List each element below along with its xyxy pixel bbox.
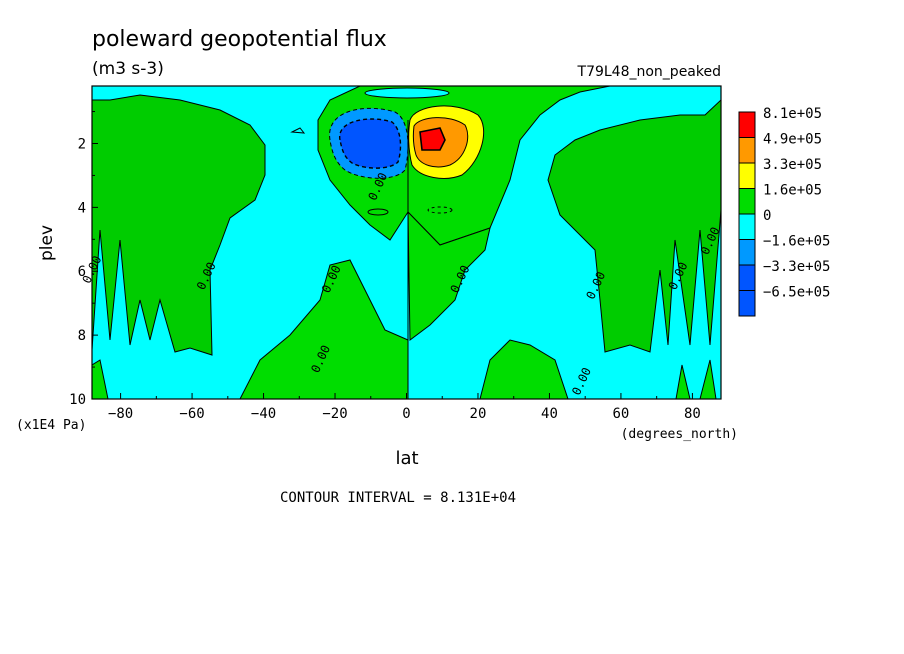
- x-tick-label-4: 0: [402, 406, 410, 422]
- x-tick-label-3: −20: [322, 406, 347, 422]
- x-axis-label: lat: [395, 448, 418, 469]
- legend-label-0: 8.1e+05: [763, 106, 822, 122]
- legend-swatch-0: [738, 111, 756, 138]
- region-negative-top-band: [364, 87, 450, 99]
- x-tick-label-5: 20: [470, 406, 487, 422]
- x-tick-label-0: −80: [108, 406, 133, 422]
- x-tick-label-6: 40: [541, 406, 558, 422]
- x-tick-label-8: 80: [684, 406, 701, 422]
- y-tick-label-1: 4: [78, 200, 86, 216]
- region-positive-nh-upper-right: [547, 99, 721, 353]
- x-tick-label-1: −60: [179, 406, 204, 422]
- chart-subtitle: (m3 s-3): [92, 59, 164, 79]
- plot-area: [92, 86, 721, 399]
- legend-swatch-4: [738, 213, 756, 240]
- legend-label-6: −3.3e+05: [763, 259, 830, 275]
- y-tick-label-0: 2: [78, 136, 86, 152]
- legend-swatch-6: [738, 264, 756, 291]
- y-tick-label-4: 10: [69, 392, 86, 408]
- x-tick-label-7: 60: [613, 406, 630, 422]
- legend-swatch-2: [738, 162, 756, 189]
- region-positive-sh-upper-left: [92, 94, 266, 356]
- chart-title: poleward geopotential flux: [92, 27, 387, 52]
- legend-label-7: −6.5e+05: [763, 285, 830, 301]
- contour-hint-2: [367, 208, 389, 216]
- legend-swatch-1: [738, 137, 756, 164]
- legend-label-1: 4.9e+05: [763, 132, 822, 148]
- x-axis: −80 −60 −40 −20 0 20 40 60 80: [108, 393, 701, 422]
- legend-label-5: −1.6e+05: [763, 234, 830, 250]
- legend-label-4: 0: [763, 208, 771, 224]
- dataset-label: T79L48_non_peaked: [577, 64, 721, 80]
- x-tick-label-2: −40: [251, 406, 276, 422]
- legend-swatch-7: [738, 290, 756, 317]
- y-axis: 2 4 6 8 10: [69, 111, 98, 408]
- region-negative-cell-core: [339, 118, 402, 169]
- y-tick-label-3: 8: [78, 328, 86, 344]
- y-axis-label: plev: [37, 225, 57, 261]
- y-axis-units: (x1E4 Pa): [16, 418, 86, 433]
- legend-swatch-5: [738, 239, 756, 266]
- legend-swatch-3: [738, 188, 756, 215]
- legend-label-3: 1.6e+05: [763, 183, 822, 199]
- region-positive-cell-red: [419, 127, 446, 151]
- y-tick-label-2: 6: [78, 264, 86, 280]
- region-positive-nh-lower: [479, 339, 569, 399]
- region-positive-bottom-left: [92, 359, 109, 399]
- contour-hint-1: [290, 127, 306, 134]
- legend: 8.1e+05 4.9e+05 3.3e+05 1.6e+05 0 −1.6e+05 −3.…: [738, 106, 830, 317]
- contour-hint-3: [427, 206, 453, 214]
- region-positive-bottom-right: [675, 359, 717, 399]
- contour-interval: CONTOUR INTERVAL = 8.131E+04: [280, 490, 516, 506]
- x-axis-units: (degrees_north): [621, 427, 738, 442]
- legend-label-2: 3.3e+05: [763, 157, 822, 173]
- region-positive-center: [407, 210, 491, 341]
